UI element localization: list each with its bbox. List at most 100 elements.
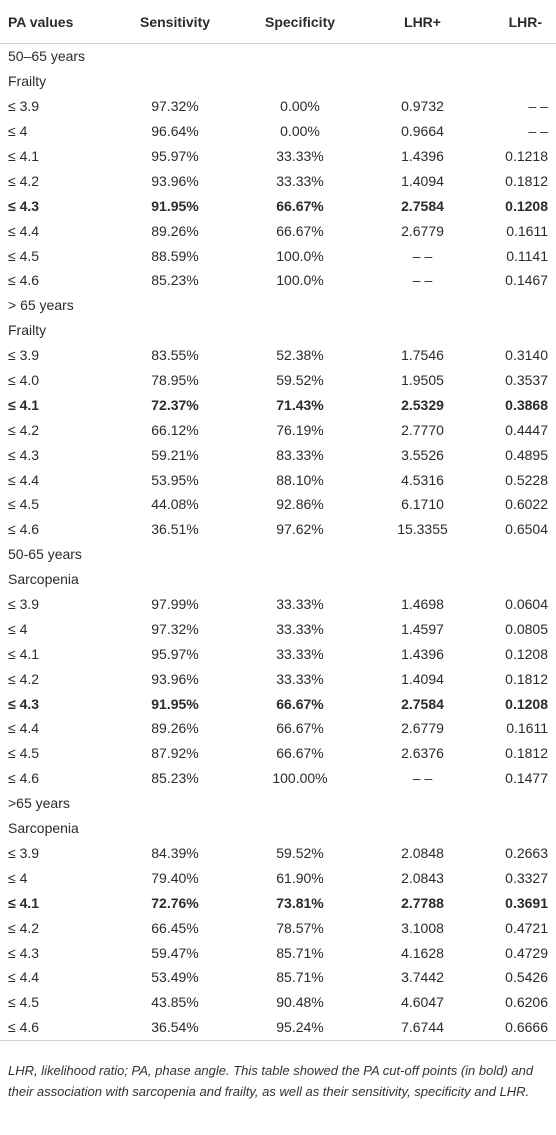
value-cell: 0.1812: [505, 745, 548, 762]
data-row: ≤ 4.2 93.96% 33.33% 1.4094 0.1812: [0, 168, 556, 193]
data-row: ≤ 4.4 89.26% 66.67% 2.6779 0.1611: [0, 218, 556, 243]
header-row: PA values Sensitivity Specificity LHR+ LHR-: [0, 0, 556, 44]
value-cell: 0.6206: [505, 994, 548, 1011]
value-cell: 100.0%: [276, 272, 324, 289]
table-header: PA values Sensitivity Specificity LHR+ LHR-: [0, 0, 556, 44]
condition-label: Frailty: [8, 322, 47, 339]
value-cell: 97.32%: [151, 98, 199, 115]
value-cell: 73.81%: [276, 894, 324, 911]
cutoff-cell: ≤ 4.4: [8, 471, 40, 488]
cutoff-cell: ≤ 3.9: [8, 98, 40, 115]
data-row: ≤ 4.5 43.85% 90.48% 4.6047 0.6206: [0, 990, 556, 1015]
value-cell: 91.95%: [151, 197, 199, 214]
value-cell: 0.6504: [505, 521, 548, 538]
data-row: ≤ 4.1 72.37% 71.43% 2.5329 0.3868: [0, 392, 556, 417]
value-cell: 72.76%: [151, 894, 199, 911]
value-cell: 0.4729: [505, 944, 548, 961]
value-cell: 0.4895: [505, 446, 548, 463]
value-cell: 87.92%: [151, 745, 199, 762]
data-row: ≤ 4.5 87.92% 66.67% 2.6376 0.1812: [0, 741, 556, 766]
condition-label: Sarcopenia: [8, 820, 79, 837]
value-cell: – –: [528, 123, 548, 140]
value-cell: – –: [412, 770, 433, 787]
cutoff-cell: ≤ 4.3: [8, 695, 40, 712]
cutoff-cell: ≤ 4.4: [8, 720, 40, 737]
value-cell: 95.97%: [151, 148, 199, 164]
value-cell: 33.33%: [276, 148, 324, 164]
value-cell: 78.95%: [151, 372, 199, 389]
cutoff-cell: ≤ 4.5: [8, 745, 40, 762]
value-cell: 59.52%: [276, 844, 324, 861]
value-cell: 83.55%: [151, 347, 199, 364]
value-cell: 0.9732: [401, 98, 444, 115]
header-cell: Specificity: [230, 0, 370, 44]
value-cell: 2.0848: [401, 844, 444, 861]
group-label-row: Sarcopenia: [0, 567, 556, 592]
value-cell: 89.26%: [151, 222, 199, 239]
data-row: ≤ 4.3 91.95% 66.67% 2.7584 0.1208: [0, 691, 556, 716]
cutoff-cell: ≤ 4.1: [8, 148, 40, 164]
age-label: > 65 years: [8, 297, 74, 314]
value-cell: 2.7584: [401, 197, 444, 214]
data-row: ≤ 4 97.32% 33.33% 1.4597 0.0805: [0, 616, 556, 641]
cutoff-cell: ≤ 4.1: [8, 645, 40, 662]
value-cell: 7.6744: [370, 1014, 475, 1041]
value-cell: 2.7788: [401, 894, 444, 911]
value-cell: 66.67%: [276, 222, 324, 239]
value-cell: 53.95%: [151, 471, 199, 488]
cutoff-cell: ≤ 4.6: [8, 272, 40, 289]
value-cell: 4.5316: [401, 471, 444, 488]
data-row: ≤ 4.0 78.95% 59.52% 1.9505 0.3537: [0, 368, 556, 393]
value-cell: 1.4597: [401, 620, 444, 637]
cutoff-cell: ≤ 4.4: [8, 969, 40, 986]
value-cell: 0.1611: [506, 222, 548, 239]
cutoff-cell: ≤ 4.6: [8, 770, 40, 787]
value-cell: 2.7770: [401, 421, 444, 438]
value-cell: 0.4721: [505, 919, 548, 936]
value-cell: 0.2663: [505, 844, 548, 861]
cutoff-cell: ≤ 4: [8, 620, 28, 637]
data-row: ≤ 4.2 66.12% 76.19% 2.7770 0.4447: [0, 417, 556, 442]
value-cell: 3.5526: [401, 446, 444, 463]
value-cell: 33.33%: [276, 620, 324, 637]
value-cell: 0.0805: [505, 620, 548, 637]
cutoff-cell: ≤ 4.2: [8, 670, 40, 687]
results-table: PA values Sensitivity Specificity LHR+ LHR- …: [0, 0, 556, 1041]
group-label-row: > 65 years: [0, 293, 556, 318]
value-cell: 97.62%: [276, 521, 324, 538]
group-label-row: Sarcopenia: [0, 816, 556, 841]
header-cell: LHR+: [370, 0, 475, 44]
value-cell: 84.39%: [151, 844, 199, 861]
value-cell: 33.33%: [276, 645, 324, 662]
value-cell: 53.49%: [151, 969, 199, 986]
value-cell: 78.57%: [276, 919, 324, 936]
value-cell: 88.59%: [151, 247, 199, 264]
value-cell: 66.67%: [276, 695, 324, 712]
data-row: ≤ 4.3 59.47% 85.71% 4.1628 0.4729: [0, 940, 556, 965]
data-row: ≤ 4.6 85.23% 100.0% – – 0.1467: [0, 268, 556, 293]
value-cell: 1.9505: [401, 372, 444, 389]
value-cell: 0.00%: [280, 123, 320, 140]
cutoff-cell: ≤ 4.6: [8, 521, 40, 538]
value-cell: 96.64%: [151, 123, 199, 140]
data-row: ≤ 4.1 72.76% 73.81% 2.7788 0.3691: [0, 890, 556, 915]
value-cell: 66.67%: [276, 197, 324, 214]
age-label: 50-65 years: [8, 546, 82, 563]
value-cell: 0.1477: [505, 770, 548, 787]
value-cell: 97.32%: [151, 620, 199, 637]
cutoff-cell: ≤ 4: [8, 123, 28, 140]
value-cell: 95.97%: [151, 645, 199, 662]
value-cell: 52.38%: [276, 347, 324, 364]
value-cell: 0.1812: [505, 670, 548, 687]
value-cell: 93.96%: [151, 670, 199, 687]
cutoff-cell: ≤ 4.2: [8, 421, 40, 438]
age-label: 50–65 years: [8, 48, 86, 65]
value-cell: 1.4094: [401, 670, 444, 687]
value-cell: 0.1611: [506, 720, 548, 737]
value-cell: 1.7546: [401, 347, 444, 364]
data-row: ≤ 4.6 36.54% 95.24% 7.6744 0.6666: [0, 1014, 556, 1041]
value-cell: 0.1208: [505, 197, 548, 214]
value-cell: 59.47%: [151, 944, 199, 961]
value-cell: 90.48%: [276, 994, 324, 1011]
